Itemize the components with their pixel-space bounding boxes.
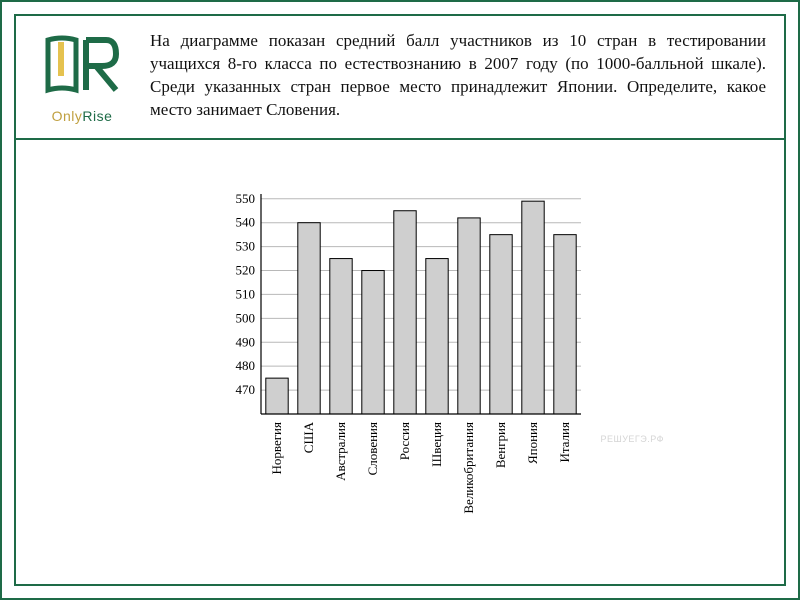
watermark: РЕШУЕГЭ.РФ <box>600 434 664 444</box>
brand-label: OnlyRise <box>52 108 113 124</box>
category-label: Италия <box>557 422 572 463</box>
svg-text:500: 500 <box>236 310 256 325</box>
svg-text:530: 530 <box>236 239 256 254</box>
problem-text: На диаграмме показан средний балл участн… <box>150 30 766 122</box>
svg-text:550: 550 <box>236 191 256 206</box>
brand-label-part1: Only <box>52 108 83 124</box>
svg-text:470: 470 <box>236 382 256 397</box>
category-label: Россия <box>397 422 412 460</box>
page-frame: OnlyRise На диаграмме показан средний ба… <box>0 0 800 600</box>
category-label: Швеция <box>429 422 444 467</box>
chart-panel: 470 480 490 500 510 520 530 540 550 Норвегия США Ав… <box>14 140 786 586</box>
bar <box>554 235 576 414</box>
svg-text:480: 480 <box>236 358 256 373</box>
bar <box>522 201 544 414</box>
bar <box>458 218 480 414</box>
svg-text:510: 510 <box>236 286 256 301</box>
category-label: Австралия <box>333 422 348 481</box>
bar <box>266 378 288 414</box>
logo-icon <box>40 30 124 104</box>
bar <box>330 259 352 414</box>
bar <box>394 211 416 414</box>
svg-text:540: 540 <box>236 215 256 230</box>
brand-label-part2: Rise <box>82 108 112 124</box>
category-label: Великобритания <box>461 422 476 514</box>
category-label: Норвегия <box>269 422 284 475</box>
category-label: Венгрия <box>493 422 508 468</box>
category-label: Япония <box>525 422 540 464</box>
svg-text:490: 490 <box>236 334 256 349</box>
bar <box>426 259 448 414</box>
category-label: США <box>301 421 316 453</box>
svg-text:520: 520 <box>236 263 256 278</box>
header-box: OnlyRise На диаграмме показан средний ба… <box>14 14 786 140</box>
brand-logo: OnlyRise <box>34 30 130 124</box>
category-label: Словения <box>365 422 380 475</box>
bar <box>298 223 320 414</box>
bar-chart: 470 480 490 500 510 520 530 540 550 Норвегия США Ав… <box>215 190 585 534</box>
bar <box>490 235 512 414</box>
bar <box>362 271 384 414</box>
